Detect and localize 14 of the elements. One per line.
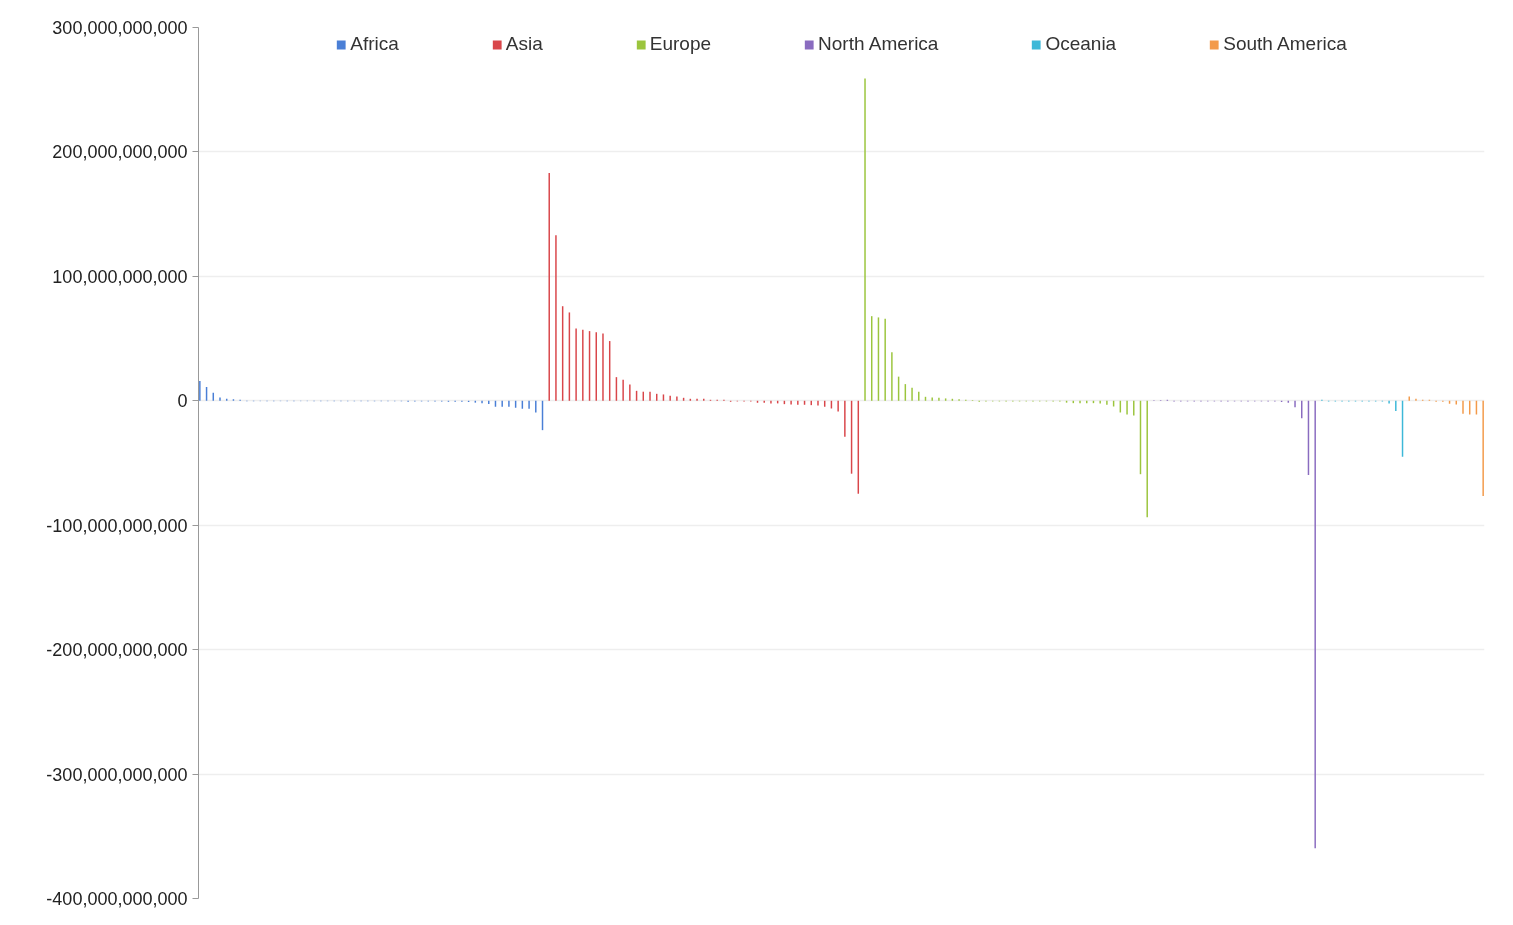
y-tick-label: 300,000,000,000 <box>52 18 188 38</box>
y-tick-label: -100,000,000,000 <box>46 515 188 536</box>
y-tick-label: -400,000,000,000 <box>46 889 188 909</box>
legend-label: Oceania <box>1045 33 1117 55</box>
legend-label: Asia <box>505 33 543 55</box>
y-tick-label: -300,000,000,000 <box>46 764 188 785</box>
y-tick-label: 100,000,000,000 <box>52 266 188 287</box>
legend-label: South America <box>1223 33 1347 55</box>
y-tick-label: 200,000,000,000 <box>52 142 188 163</box>
y-tick-label: -200,000,000,000 <box>46 640 188 661</box>
legend-label: North America <box>818 33 939 55</box>
y-tick-label: 0 <box>177 391 188 412</box>
legend-label: Africa <box>350 33 399 55</box>
legend-label: Europe <box>649 33 712 55</box>
